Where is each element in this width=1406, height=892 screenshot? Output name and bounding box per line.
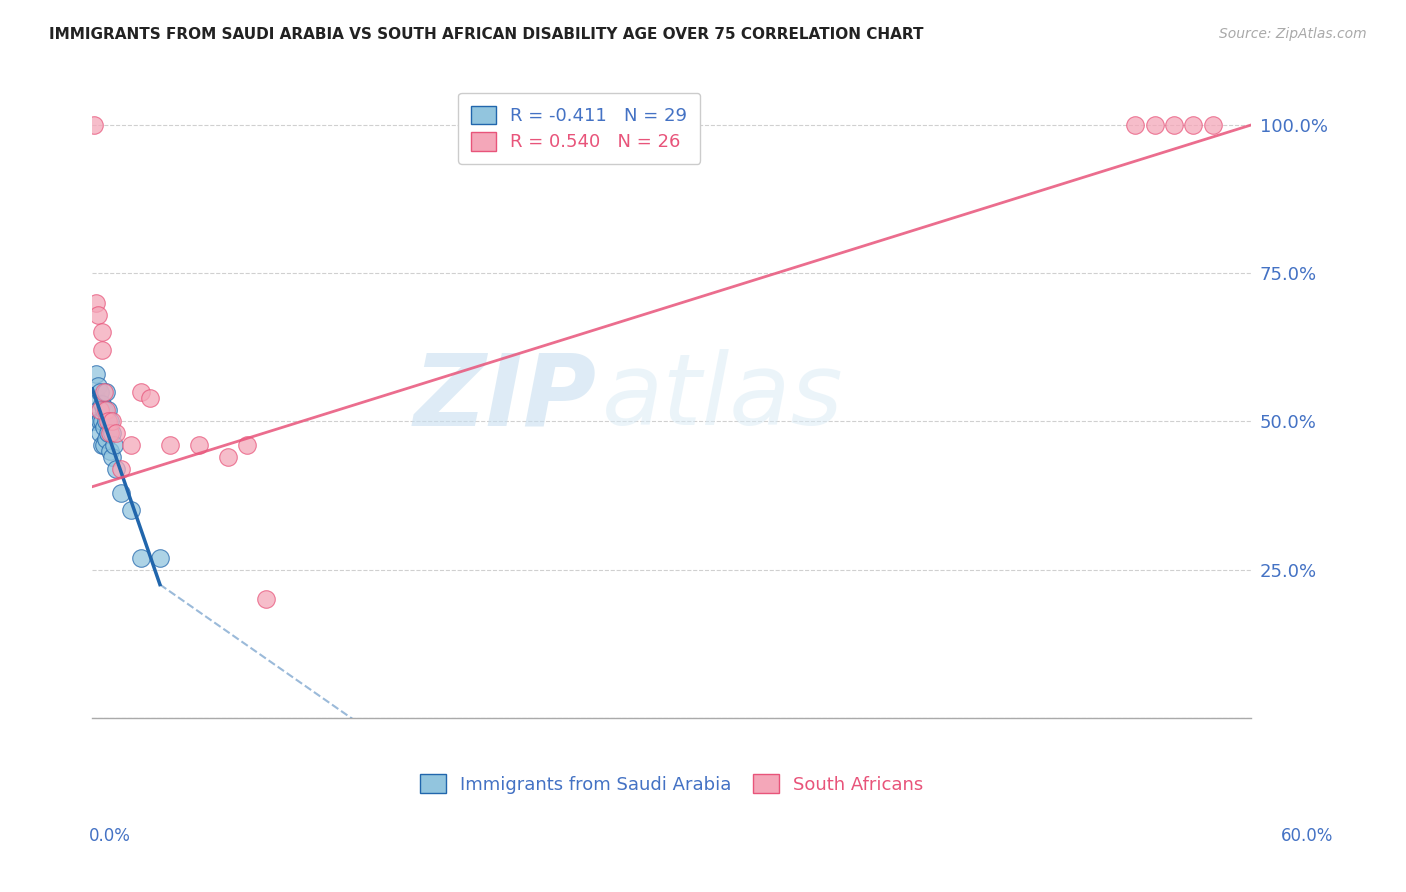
Point <box>139 391 162 405</box>
Point <box>104 426 127 441</box>
Point <box>1202 118 1225 132</box>
Legend: Immigrants from Saudi Arabia, South Africans: Immigrants from Saudi Arabia, South Afri… <box>412 765 932 803</box>
Point <box>93 438 115 452</box>
Point <box>93 402 115 417</box>
Point <box>91 414 114 428</box>
Point <box>91 397 114 411</box>
Point <box>98 426 121 441</box>
Point <box>97 402 120 417</box>
Point <box>254 592 277 607</box>
Point <box>93 384 115 399</box>
Point <box>91 326 114 340</box>
Point <box>236 438 259 452</box>
Point <box>87 308 110 322</box>
Point <box>98 414 121 428</box>
Point <box>129 550 152 565</box>
Point <box>97 426 120 441</box>
Point <box>84 391 107 405</box>
Point <box>97 414 120 428</box>
Point <box>120 438 142 452</box>
Point <box>94 384 117 399</box>
Point <box>159 438 181 452</box>
Point <box>94 402 117 417</box>
Point <box>217 450 239 464</box>
Point <box>89 414 111 428</box>
Text: IMMIGRANTS FROM SAUDI ARABIA VS SOUTH AFRICAN DISABILITY AGE OVER 75 CORRELATION: IMMIGRANTS FROM SAUDI ARABIA VS SOUTH AF… <box>49 27 924 42</box>
Point <box>93 420 115 434</box>
Point <box>89 402 111 417</box>
Point <box>100 426 122 441</box>
Point <box>110 485 132 500</box>
Text: atlas: atlas <box>602 350 844 446</box>
Text: 0.0%: 0.0% <box>89 827 131 845</box>
Point <box>94 414 117 428</box>
Point <box>1182 118 1205 132</box>
Point <box>98 444 121 458</box>
Point <box>89 426 111 441</box>
Point <box>89 384 111 399</box>
Point <box>84 367 107 381</box>
Point <box>1125 118 1147 132</box>
Point <box>87 402 110 417</box>
Point <box>1163 118 1185 132</box>
Point <box>94 432 117 446</box>
Point <box>87 379 110 393</box>
Point <box>84 295 107 310</box>
Point <box>149 550 172 565</box>
Text: ZIP: ZIP <box>413 350 596 446</box>
Point <box>100 414 122 428</box>
Point <box>83 414 105 428</box>
Point <box>187 438 209 452</box>
Text: 60.0%: 60.0% <box>1281 827 1333 845</box>
Point <box>120 503 142 517</box>
Point <box>83 118 105 132</box>
Text: Source: ZipAtlas.com: Source: ZipAtlas.com <box>1219 27 1367 41</box>
Point <box>1143 118 1166 132</box>
Point <box>100 450 122 464</box>
Point <box>110 462 132 476</box>
Point <box>91 438 114 452</box>
Point <box>103 438 125 452</box>
Point <box>104 462 127 476</box>
Point <box>129 384 152 399</box>
Point <box>91 343 114 358</box>
